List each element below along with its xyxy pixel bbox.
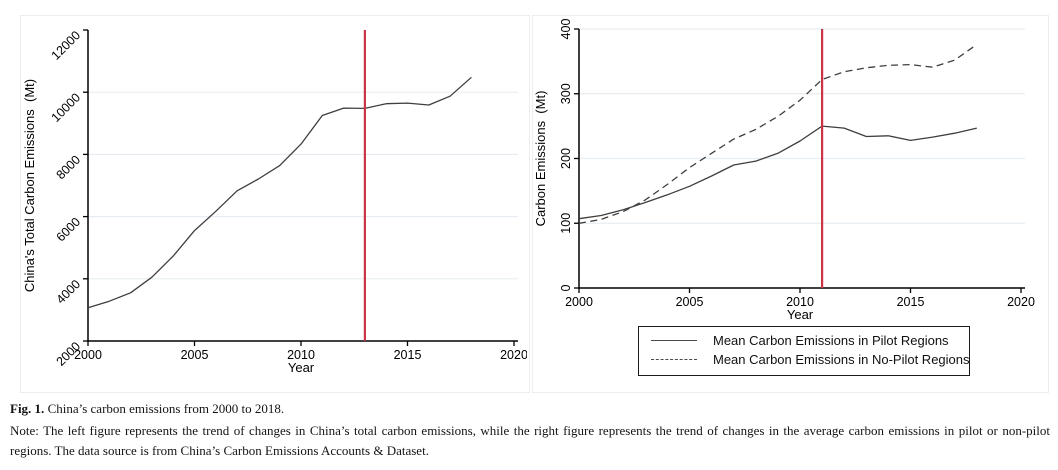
x-tick-label: 2000 — [74, 348, 102, 362]
total-series-line — [87, 76, 472, 309]
no_pilot-series-line — [578, 43, 978, 224]
legend-row-no-pilot: Mean Carbon Emissions in No-Pilot Region… — [651, 350, 970, 369]
caption-note: Note: The left figure represents the tre… — [10, 423, 1050, 458]
x-tick-label: 2000 — [565, 295, 593, 309]
y-tick-label: 200 — [559, 148, 573, 169]
y-tick-label: 0 — [559, 284, 573, 291]
x-axis-title: Year — [288, 360, 315, 375]
y-tick-label: 10000 — [49, 90, 84, 125]
x-tick-label: 2010 — [287, 348, 315, 362]
legend-label-pilot: Mean Carbon Emissions in Pilot Regions — [713, 333, 949, 348]
legend-row-pilot: Mean Carbon Emissions in Pilot Regions — [651, 331, 965, 350]
y-axis-title: China's Total Carbon Emissions (Mt) — [22, 79, 37, 292]
left-subfigure: 2000 4000 6000 8000 10000 12000 2000 2005 2010 20… — [20, 15, 530, 393]
y-tick-label: 6000 — [54, 215, 84, 245]
figure-1: 2000 4000 6000 8000 10000 12000 2000 2005 2010 20… — [20, 15, 1049, 393]
y-tick-label: 12000 — [49, 28, 84, 63]
caption-fig-label: Fig. 1. — [10, 401, 45, 416]
legend-box: Mean Carbon Emissions in Pilot Regions M… — [638, 326, 970, 376]
x-tick-label: 2015 — [394, 348, 422, 362]
right-chart-pilot-vs-nopilot: 0 100 200 300 400 2000 2005 2010 2015 2020 Year Car… — [533, 19, 1035, 322]
legend-label-no-pilot: Mean Carbon Emissions in No-Pilot Region… — [713, 352, 970, 367]
solid-line-swatch — [651, 340, 697, 341]
y-tick-label: 4000 — [54, 277, 84, 307]
figure-caption: Fig. 1. China’s carbon emissions from 20… — [10, 401, 1050, 460]
pilot-series-line — [578, 125, 977, 220]
x-axis-title: Year — [787, 307, 814, 322]
caption-title: Fig. 1. China’s carbon emissions from 20… — [10, 401, 1050, 417]
x-tick-label: 2020 — [1007, 295, 1035, 309]
x-tick-label: 2005 — [181, 348, 209, 362]
x-tick-label: 2020 — [500, 348, 527, 362]
dashed-line-swatch — [651, 359, 697, 360]
y-tick-label: 8000 — [54, 153, 84, 183]
x-tick-label: 2005 — [676, 295, 704, 309]
y-tick-label: 400 — [559, 19, 573, 40]
right-subfigure: 0 100 200 300 400 2000 2005 2010 2015 2020 Year Car… — [532, 15, 1049, 393]
y-tick-label: 300 — [559, 83, 573, 104]
y-axis-title: Carbon Emissions (Mt) — [533, 91, 548, 227]
x-tick-label: 2010 — [786, 295, 814, 309]
caption-title-text: China’s carbon emissions from 2000 to 20… — [47, 401, 285, 416]
x-tick-label: 2015 — [897, 295, 925, 309]
y-tick-label: 100 — [559, 213, 573, 234]
